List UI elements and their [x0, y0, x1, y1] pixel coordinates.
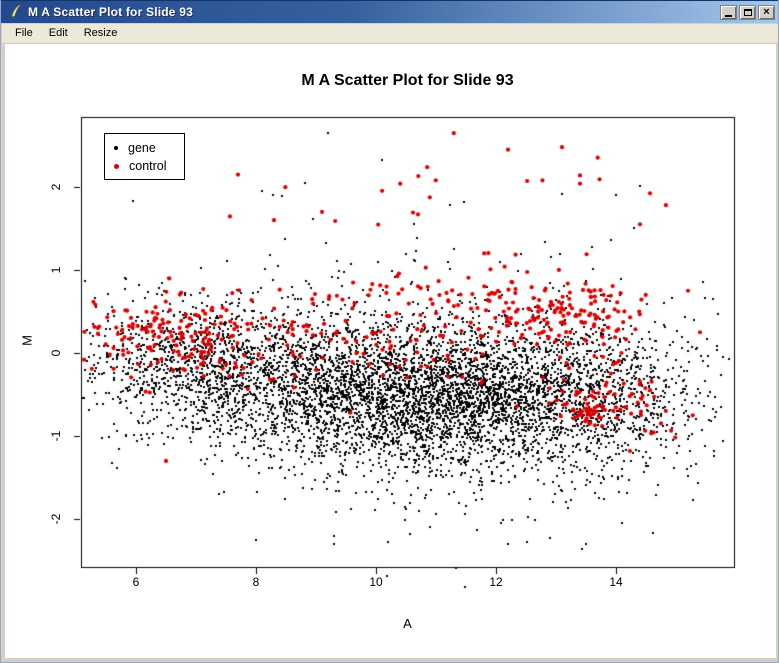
x-tick-label: 12: [489, 575, 503, 589]
maximize-button[interactable]: [739, 4, 756, 20]
gene-marker-icon: [114, 146, 118, 150]
minimize-icon: [725, 14, 732, 17]
y-axis-label: M: [19, 335, 35, 346]
legend-label-gene: gene: [128, 141, 156, 155]
y-tick-label: 1: [49, 266, 63, 274]
r-graphics-feather-icon: [10, 4, 22, 19]
y-tick-label: 0: [49, 349, 63, 357]
menu-file[interactable]: File: [15, 26, 33, 39]
y-tick-label: -1: [49, 430, 63, 442]
titlebar[interactable]: M A Scatter Plot for Slide 93 ×: [1, 0, 778, 23]
menu-resize[interactable]: Resize: [83, 26, 118, 39]
window-controls: ×: [720, 4, 775, 20]
legend-label-control: control: [129, 159, 167, 173]
x-tick-label: 14: [609, 575, 623, 589]
x-tick-label: 10: [369, 575, 383, 589]
maximize-icon: [743, 8, 752, 16]
x-tick-label: 6: [132, 575, 140, 589]
window-title: M A Scatter Plot for Slide 93: [28, 5, 193, 19]
menu-edit[interactable]: Edit: [48, 26, 68, 39]
y-tick-label: -2: [49, 513, 63, 525]
close-icon: ×: [763, 5, 770, 18]
legend: gene control: [104, 133, 185, 180]
x-tick-label: 8: [252, 575, 260, 589]
close-button[interactable]: ×: [758, 4, 775, 20]
control-marker-icon: [114, 163, 119, 169]
y-tick-label: 2: [49, 183, 63, 191]
x-axis-label: A: [403, 616, 412, 631]
legend-entry-control: control: [114, 157, 184, 175]
minimize-button[interactable]: [720, 4, 737, 20]
plot-title: M A Scatter Plot for Slide 93: [301, 72, 514, 89]
plot-area: M A Scatter Plot for Slide 93 A M 6 8 10 12…: [5, 44, 776, 658]
menubar: File Edit Resize: [2, 24, 778, 43]
legend-entry-gene: gene: [114, 139, 184, 157]
